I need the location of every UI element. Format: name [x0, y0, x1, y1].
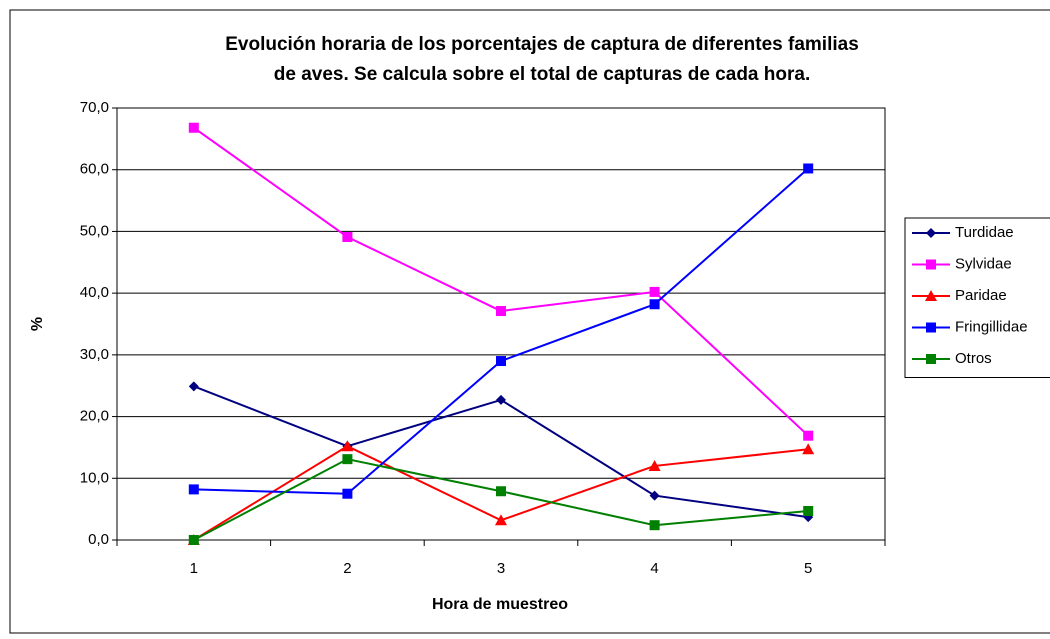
chart-title: Evolución horaria de los porcentajes de … [225, 34, 859, 55]
data-point [648, 459, 661, 471]
data-point [495, 514, 507, 526]
x-tick-label: 5 [804, 560, 812, 577]
legend-label: Paridae [955, 287, 1007, 304]
y-tick-label: 50,0 [80, 222, 109, 239]
data-point [342, 231, 353, 242]
data-point [188, 484, 199, 495]
legend-marker [926, 259, 936, 270]
y-tick-label: 40,0 [80, 284, 109, 301]
data-point [341, 440, 354, 452]
legend-marker [925, 290, 937, 301]
x-tick-label: 1 [190, 560, 198, 577]
data-point [649, 490, 660, 501]
data-point [188, 381, 199, 392]
legend-label: Sylvidae [955, 255, 1012, 272]
data-point [649, 520, 660, 531]
y-tick-label: 70,0 [80, 99, 109, 116]
y-tick-label: 0,0 [88, 531, 109, 548]
y-tick-label: 20,0 [80, 408, 109, 425]
chart-title: de aves. Se calcula sobre el total de ca… [274, 64, 810, 85]
data-point [803, 163, 814, 174]
x-tick-label: 4 [650, 560, 658, 577]
legend-label: Fringillidae [955, 318, 1028, 335]
y-tick-label: 10,0 [80, 469, 109, 486]
data-point [496, 356, 506, 367]
data-point [496, 486, 506, 497]
y-tick-label: 30,0 [80, 346, 109, 363]
data-point [803, 430, 814, 441]
legend-label: Otros [955, 350, 992, 367]
data-point [802, 443, 815, 455]
data-point [188, 122, 199, 133]
data-point [649, 286, 660, 297]
y-axis-title: % [29, 317, 46, 331]
data-point [188, 535, 199, 545]
data-point [496, 306, 506, 317]
chart-border [9, 9, 1050, 634]
legend-label: Turdidae [955, 224, 1014, 241]
legend-marker [926, 322, 936, 333]
x-tick-label: 2 [343, 560, 351, 577]
data-point [803, 505, 814, 516]
plot-border [116, 107, 886, 541]
data-point [342, 488, 353, 499]
data-point [342, 454, 353, 465]
x-axis-title: Hora de muestreo [432, 596, 568, 613]
x-tick-label: 3 [497, 560, 505, 577]
data-point [496, 394, 506, 405]
legend-marker [926, 354, 936, 364]
y-tick-label: 60,0 [80, 161, 109, 178]
data-point [649, 299, 660, 310]
legend-marker [926, 228, 936, 238]
